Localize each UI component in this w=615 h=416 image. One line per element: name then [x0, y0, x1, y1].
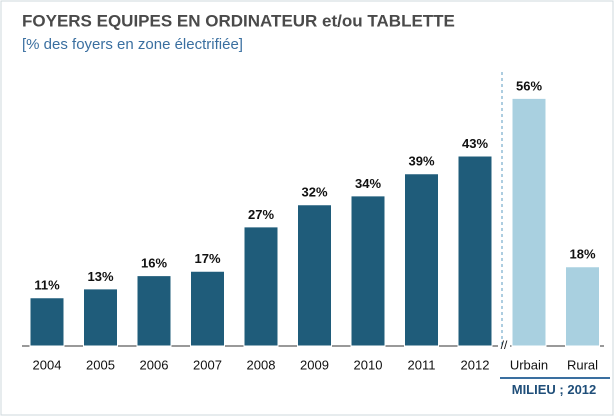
- value-label: 56%: [516, 78, 542, 93]
- value-label: 11%: [34, 278, 60, 293]
- x-tick-label: Urbain: [510, 357, 548, 372]
- axis-break: //: [501, 338, 508, 352]
- bar: [350, 194, 386, 347]
- value-label: 18%: [569, 247, 595, 262]
- bar: [29, 296, 65, 347]
- bar: [83, 287, 118, 347]
- bar: [243, 225, 279, 347]
- bar: [136, 274, 172, 347]
- bar: [565, 265, 600, 347]
- group-label: MILIEU ; 2012: [511, 382, 597, 397]
- x-tick-label: 2006: [140, 357, 169, 372]
- x-tick-label: 2005: [86, 357, 115, 372]
- bar: [297, 203, 332, 347]
- x-tick-label: 2009: [300, 357, 329, 372]
- x-tick-label: 2012: [461, 357, 490, 372]
- x-tick-label: 2008: [247, 357, 276, 372]
- x-tick-label: Rural: [567, 357, 598, 372]
- x-tick-label: 2007: [193, 357, 222, 372]
- x-tick-label: 2010: [354, 357, 383, 372]
- x-tick-label: 2004: [33, 357, 62, 372]
- value-label: 39%: [408, 154, 434, 169]
- value-label: 16%: [141, 256, 167, 271]
- value-label: 13%: [87, 269, 113, 284]
- value-label: 43%: [462, 136, 488, 151]
- value-label: 27%: [248, 207, 274, 222]
- value-label: 17%: [194, 251, 220, 266]
- chart-subtitle: [% des foyers en zone électrifiée]: [22, 36, 243, 53]
- bar: [404, 172, 439, 347]
- chart-title: FOYERS EQUIPES EN ORDINATEUR et/ou TABLE…: [22, 11, 455, 30]
- bar: [457, 155, 493, 347]
- value-label: 34%: [355, 176, 381, 191]
- bar: [511, 97, 547, 347]
- value-label: 32%: [301, 185, 327, 200]
- bar: [190, 270, 225, 347]
- x-tick-label: 2011: [408, 357, 436, 372]
